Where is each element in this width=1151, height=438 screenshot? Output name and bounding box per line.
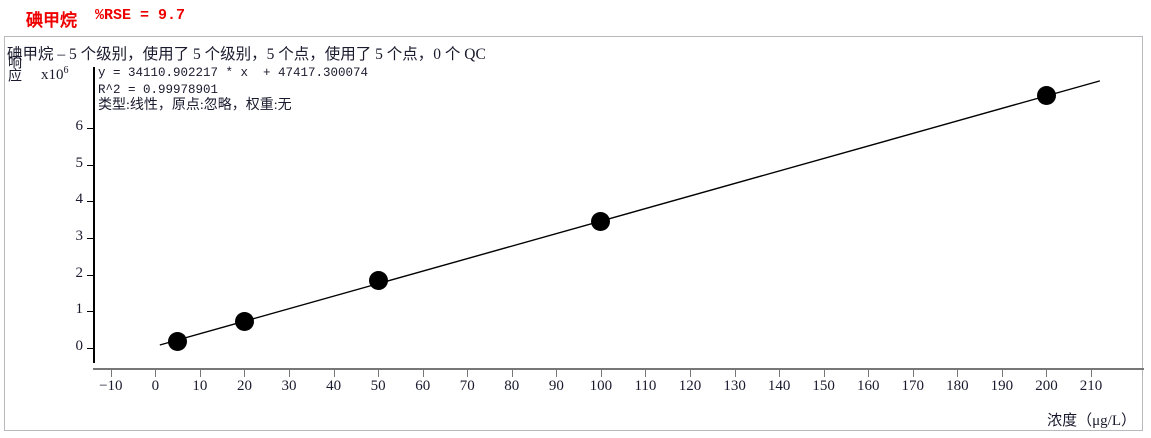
data-point[interactable]	[591, 211, 611, 231]
x-axis-tick-label: 130	[723, 378, 746, 394]
y-axis-tick	[87, 274, 93, 276]
y-axis-tick	[87, 348, 93, 349]
x-axis-tick	[823, 370, 825, 377]
x-axis-tick	[1001, 370, 1003, 377]
y-axis-tick-label: 2	[75, 264, 84, 281]
x-axis-title: 浓度（μg/L）	[1047, 413, 1136, 429]
y-axis-tick	[87, 237, 93, 239]
x-axis-tick-label: 0	[151, 378, 160, 394]
x-axis-tick-label: 200	[1035, 378, 1058, 394]
plot-subtitle: 碘甲烷 – 5 个级别，使用了 5 个级别，5 个点，使用了 5 个点，0 个 …	[7, 46, 486, 63]
x-axis-tick	[1090, 370, 1092, 377]
x-axis-tick	[957, 370, 959, 377]
x-axis-tick-label: 100	[589, 378, 613, 394]
y-axis-tick	[87, 164, 93, 166]
x-axis-tick-label: −10	[99, 378, 123, 394]
fit-r2-line: R^2 = 0.99978901	[98, 82, 219, 97]
x-axis-tick-label: 160	[856, 378, 880, 394]
x-axis-tick	[779, 370, 781, 377]
x-axis-tick-label: 40	[326, 378, 342, 394]
x-axis-tick-label: 180	[946, 378, 969, 394]
fit-equation-line: y = 34110.902217 * x + 47417.300074	[98, 66, 369, 80]
x-axis-tick-label: 50	[370, 378, 386, 394]
x-axis-tick	[645, 370, 647, 377]
y-axis-tick	[87, 201, 93, 203]
calibration-plot-panel: 碘甲烷 – 5 个级别，使用了 5 个级别，5 个点，使用了 5 个点，0 个 …	[4, 36, 1144, 431]
x-axis-tick-label: 10	[192, 378, 208, 394]
y-axis-title: 响应	[6, 55, 21, 81]
x-axis-tick	[244, 370, 246, 377]
x-axis-tick-label: 80	[504, 378, 520, 394]
fit-params-line: 类型:线性，原点:忽略，权重:无	[98, 98, 292, 113]
x-axis-tick-label: 150	[812, 378, 835, 394]
x-axis-tick	[690, 370, 691, 377]
x-axis-tick-label: 60	[415, 378, 431, 394]
y-axis-tick	[87, 127, 93, 129]
regression-line	[159, 80, 1101, 346]
x-axis-tick	[378, 370, 380, 377]
rse-badge: %RSE = 9.7	[95, 7, 186, 24]
x-axis-tick-label: 170	[901, 378, 925, 394]
y-axis-tick-label: 6	[75, 117, 84, 134]
x-axis-tick-label: 120	[678, 378, 702, 394]
x-axis-tick-label: 140	[767, 378, 791, 394]
x-axis-tick	[333, 370, 335, 377]
x-axis-line	[93, 368, 1144, 370]
x-axis-tick	[734, 370, 736, 377]
data-point[interactable]	[234, 312, 254, 332]
y-axis-tick-label: 0	[75, 338, 84, 354]
x-axis-tick	[199, 370, 201, 377]
data-point[interactable]	[368, 271, 388, 291]
x-axis-tick-label: 90	[548, 378, 564, 394]
y-axis-line	[93, 67, 95, 363]
x-axis-tick	[1046, 370, 1048, 377]
x-axis-tick	[600, 370, 602, 377]
x-axis-tick-label: 30	[281, 378, 297, 394]
data-point[interactable]	[168, 331, 188, 351]
analyte-title: 碘甲烷	[26, 11, 77, 30]
fit-equation-block: y = 34110.902217 * x + 47417.300074 R^2 …	[98, 65, 368, 115]
x-axis-tick	[912, 370, 914, 377]
y-axis-tick-label: 1	[75, 301, 84, 318]
y-axis-exponent: x106	[41, 65, 69, 84]
y-axis-exponent-power: 6	[63, 65, 69, 76]
data-point[interactable]	[1036, 86, 1056, 105]
y-axis-exponent-base: x10	[41, 67, 64, 83]
y-axis-tick-label: 3	[75, 227, 84, 244]
x-axis-tick-label: 190	[990, 378, 1014, 394]
chart-header: 碘甲烷 %RSE = 9.7	[0, 0, 1151, 36]
x-axis-tick-label: 110	[634, 378, 657, 394]
y-axis-tick	[87, 311, 93, 313]
x-axis-tick	[155, 370, 157, 377]
y-axis-tick-label: 4	[75, 191, 84, 208]
x-axis-tick-label: 210	[1079, 378, 1103, 394]
x-axis-tick-label: 70	[459, 378, 475, 394]
x-axis-tick	[110, 370, 112, 377]
x-axis-tick	[289, 370, 291, 377]
y-axis-tick-label: 5	[75, 154, 84, 171]
x-axis-tick	[868, 370, 870, 377]
x-axis-tick-label: 20	[236, 378, 252, 394]
x-axis-tick	[556, 370, 558, 377]
x-axis-tick	[511, 370, 513, 377]
x-axis-tick	[422, 370, 424, 377]
x-axis-tick	[467, 370, 469, 377]
